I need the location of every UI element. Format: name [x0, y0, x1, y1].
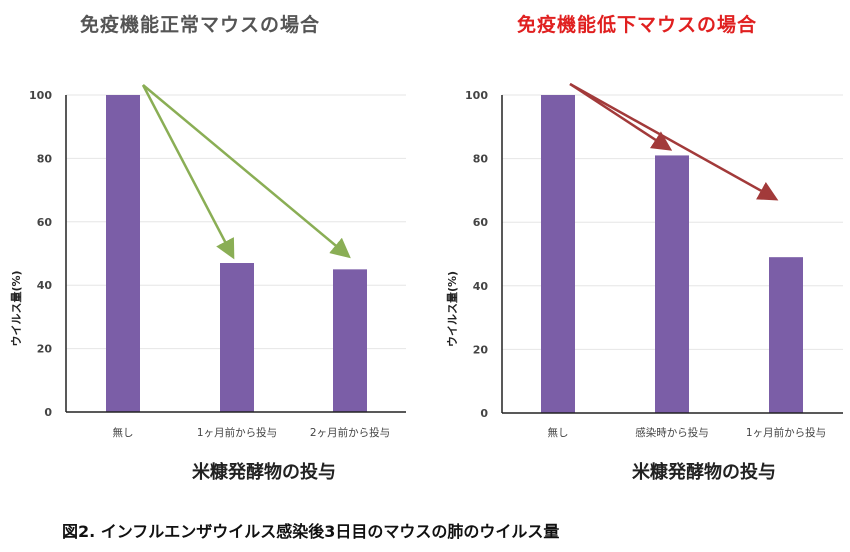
x-tick-label: 無し: [113, 426, 134, 439]
y-tick-label: 80: [37, 152, 53, 165]
x-tick-label: 無し: [548, 426, 569, 439]
y-tick-label: 40: [473, 280, 489, 293]
figure-caption: 図2. インフルエンザウイルス感染後3日目のマウスの肺のウイルス量: [62, 522, 560, 541]
y-tick-label: 100: [465, 89, 488, 102]
bar-2: [655, 155, 689, 414]
bar-1: [541, 95, 575, 413]
bar-2: [220, 263, 254, 412]
chart-title-immunodeficient: 免疫機能低下マウスの場合: [517, 14, 758, 36]
trend-arrow-icon: [569, 82, 673, 151]
y-axis-label: ウイルス量(%): [10, 270, 23, 346]
y-tick-label: 40: [37, 279, 53, 292]
bar-3: [333, 269, 367, 412]
trend-arrow-icon: [569, 82, 779, 201]
bar-1: [106, 95, 140, 412]
trend-arrow-icon: [142, 84, 351, 259]
x-axis-label-normal: 米糠発酵物の投与: [192, 462, 336, 483]
y-tick-label: 0: [44, 406, 52, 419]
bar-3: [769, 257, 803, 413]
x-tick-label: 2ヶ月前から投与: [310, 426, 390, 439]
y-axis-label: ウイルス量(%): [446, 271, 459, 347]
x-axis-label-immunodeficient: 米糠発酵物の投与: [632, 462, 776, 483]
y-tick-label: 60: [473, 216, 489, 229]
y-tick-label: 20: [473, 343, 489, 356]
x-tick-label: 感染時から投与: [635, 426, 709, 439]
y-tick-label: 60: [37, 216, 53, 229]
y-tick-label: 80: [473, 153, 489, 166]
y-tick-label: 20: [37, 343, 53, 356]
x-tick-label: 1ヶ月前から投与: [197, 426, 277, 439]
chart-title-normal: 免疫機能正常マウスの場合: [80, 14, 321, 36]
y-tick-label: 0: [480, 407, 488, 420]
x-tick-label: 1ヶ月前から投与: [746, 426, 826, 439]
trend-arrow-icon: [141, 84, 235, 260]
y-tick-label: 100: [29, 89, 52, 102]
